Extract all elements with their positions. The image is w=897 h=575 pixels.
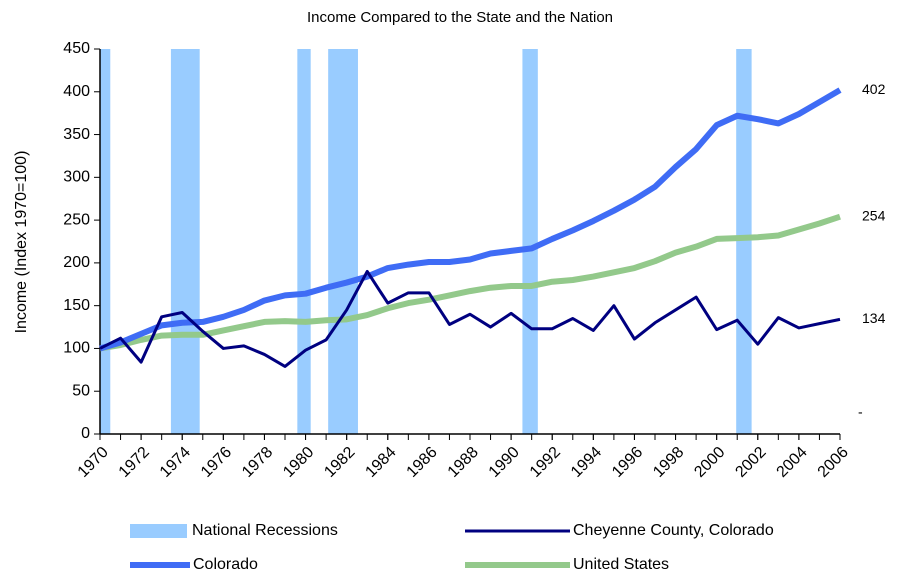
x-tick-label: 2004 — [774, 444, 811, 481]
y-tick-label: 0 — [81, 425, 90, 442]
x-tick-label: 1990 — [486, 444, 523, 481]
x-tick-label: 1998 — [650, 444, 687, 481]
end-label: 402 — [862, 81, 886, 97]
y-tick-label: 450 — [63, 40, 90, 57]
y-tick-label: 350 — [63, 126, 90, 143]
x-tick-label: 1984 — [362, 444, 399, 481]
x-tick-label: 1970 — [75, 444, 112, 481]
recession-band — [100, 49, 111, 434]
x-tick-label: 1994 — [568, 444, 605, 481]
x-tick-label: 1978 — [239, 444, 276, 481]
legend-label: National Recessions — [192, 522, 338, 539]
recession-band — [328, 49, 358, 434]
y-tick-label: 50 — [72, 382, 90, 399]
x-tick-label: 1972 — [116, 444, 153, 481]
x-tick-label: 1996 — [609, 444, 646, 481]
x-tick-label: 1976 — [198, 444, 235, 481]
legend-label: Colorado — [193, 556, 258, 573]
x-tick-label: 1974 — [157, 444, 194, 481]
series-line — [99, 87, 842, 352]
chart-title: Income Compared to the State and the Nat… — [307, 9, 613, 26]
x-tick-label: 1982 — [321, 444, 358, 481]
x-tick-label: 2000 — [691, 444, 728, 481]
end-label: 254 — [862, 207, 886, 223]
annotation: - — [858, 404, 863, 420]
legend-label: Cheyenne County, Colorado — [573, 522, 774, 539]
recession-band — [170, 49, 200, 434]
y-tick-label: 200 — [63, 254, 90, 271]
y-tick-label: 150 — [63, 297, 90, 314]
series-line — [99, 269, 841, 368]
series-line — [99, 213, 841, 352]
x-tick-label: 2002 — [732, 444, 769, 481]
recession-band — [736, 49, 752, 434]
y-axis-label: Income (Index 1970=100) — [13, 151, 30, 334]
legend-label: United States — [573, 556, 669, 573]
x-tick-label: 2006 — [815, 444, 852, 481]
y-tick-label: 100 — [63, 340, 90, 357]
x-tick-label: 1980 — [280, 444, 317, 481]
recession-band — [297, 49, 311, 434]
y-tick-label: 300 — [63, 169, 90, 186]
x-tick-label: 1986 — [404, 444, 441, 481]
legend-swatch — [130, 524, 187, 538]
end-label: 134 — [862, 310, 886, 326]
x-tick-label: 1988 — [445, 444, 482, 481]
y-tick-label: 400 — [63, 83, 90, 100]
x-tick-label: 1992 — [527, 444, 564, 481]
recession-band — [522, 49, 538, 434]
y-tick-label: 250 — [63, 211, 90, 228]
